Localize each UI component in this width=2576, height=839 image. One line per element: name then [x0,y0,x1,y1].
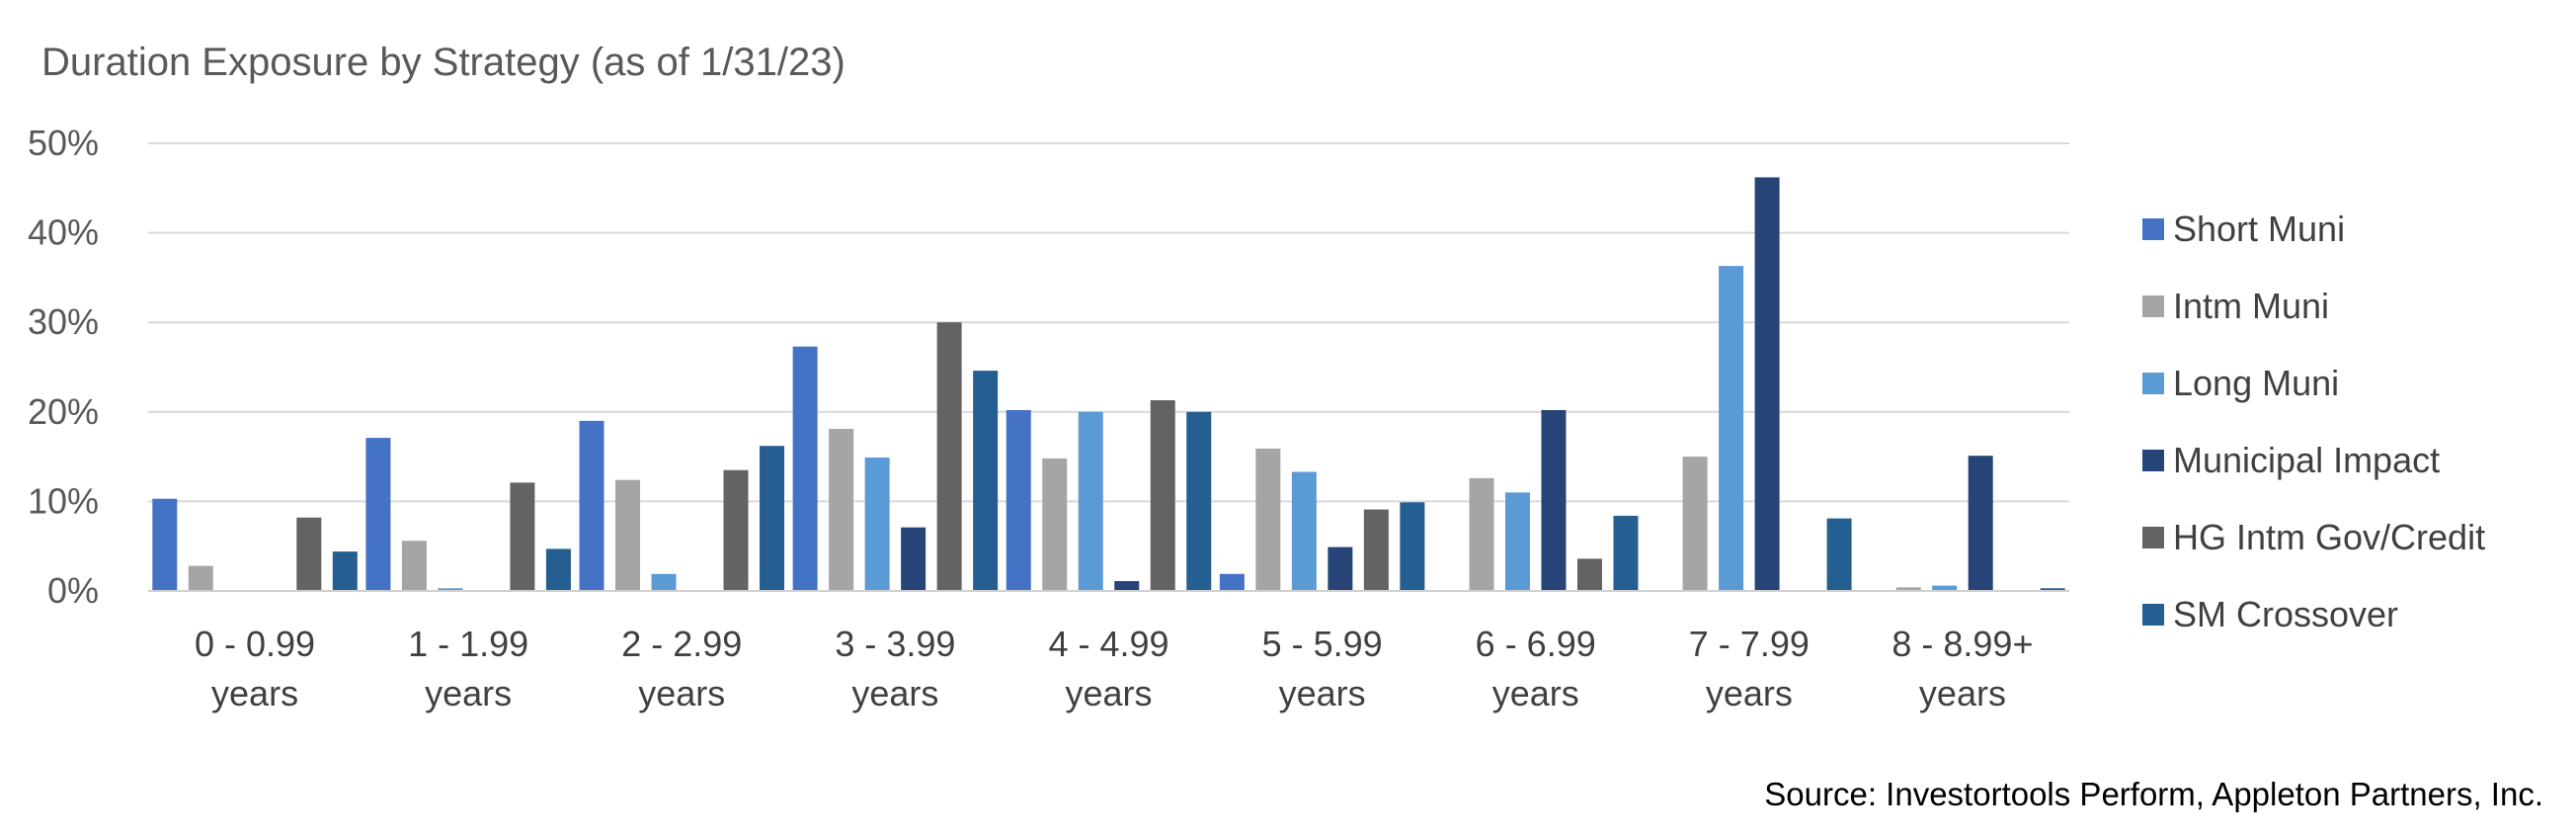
x-category-label: 3 - 3.99 years [835,624,955,713]
bar [401,541,427,591]
x-category-label: 6 - 6.99 years [1476,624,1596,713]
bar [973,371,999,591]
x-category-label: 8 - 8.99+ years [1892,624,2033,713]
legend-label: SM Crossover [2173,594,2398,634]
bar [864,458,890,591]
bar [1613,515,1639,591]
bar [365,438,391,591]
x-category-label: 4 - 4.99 years [1048,624,1168,713]
bar [1682,457,1708,591]
legend-swatch [2142,450,2164,471]
bar [1400,502,1425,591]
x-axis-categories: 0 - 0.99 years 1 - 1.99 years 2 - 2.99 years 3… [195,624,2033,713]
bar [1363,509,1389,591]
legend-label: Short Muni [2173,209,2345,249]
legend-label: HG Intm Gov/Credit [2173,517,2485,557]
bar [936,322,962,591]
gridlines [148,142,2069,503]
bar [1078,411,1103,591]
bar [1328,546,1353,591]
legend-swatch [2142,527,2164,548]
bar [1006,409,1031,591]
bar [188,565,213,591]
chart-title: Duration Exposure by Strategy (as of 1/3… [41,41,845,84]
x-category-label: 1 - 1.99 years [408,624,528,713]
legend-label: Long Muni [2173,363,2339,403]
bar [1826,518,1852,591]
x-category-label: 0 - 0.99 years [195,624,315,713]
bar [1576,558,1602,591]
bar [1719,266,1744,591]
bar [545,548,571,591]
bar [1932,585,1958,591]
y-tick-label: 20% [28,391,99,432]
bar [723,469,749,591]
bar [510,482,535,591]
bar [1968,456,1993,591]
legend-swatch [2142,373,2164,394]
bar [1042,458,1068,591]
bar [296,517,322,591]
bar [1895,587,1921,591]
y-tick-label: 0% [47,570,99,611]
legend-swatch [2142,218,2164,240]
bar [332,551,358,591]
bar [651,573,677,591]
bars [152,177,2065,592]
x-category-label: 2 - 2.99 years [621,624,742,713]
bar [1114,581,1140,591]
legend-label: Municipal Impact [2173,440,2440,480]
legend: Short Muni Intm Muni Long Muni Municipal Im… [2142,209,2485,634]
y-tick-label: 40% [28,212,99,253]
bar [1150,400,1175,591]
bar [1504,492,1530,591]
legend-swatch [2142,604,2164,626]
y-tick-label: 50% [28,123,99,163]
bar [152,498,178,591]
y-tick-label: 30% [28,301,99,342]
legend-label: Intm Muni [2173,286,2329,326]
bar [579,420,604,591]
bar [760,446,785,591]
bar [1754,177,1780,592]
bar [1255,448,1281,591]
bar [901,527,926,591]
bar [1541,409,1567,591]
x-category-label: 5 - 5.99 years [1262,624,1383,713]
bar [1469,477,1494,591]
bar [1219,573,1245,591]
bar [615,479,641,591]
y-axis-ticks: 0% 10% 20% 30% 40% 50% [28,123,99,611]
legend-swatch [2142,295,2164,317]
bar [438,588,463,591]
x-category-label: 7 - 7.99 years [1689,624,1810,713]
y-tick-label: 10% [28,480,99,521]
bar [2040,588,2065,591]
bar [1291,471,1317,591]
bar [1186,411,1212,591]
bar [792,346,818,591]
source-note: Source: Investortools Perform, Appleton … [1764,776,2543,812]
bar [829,429,854,591]
